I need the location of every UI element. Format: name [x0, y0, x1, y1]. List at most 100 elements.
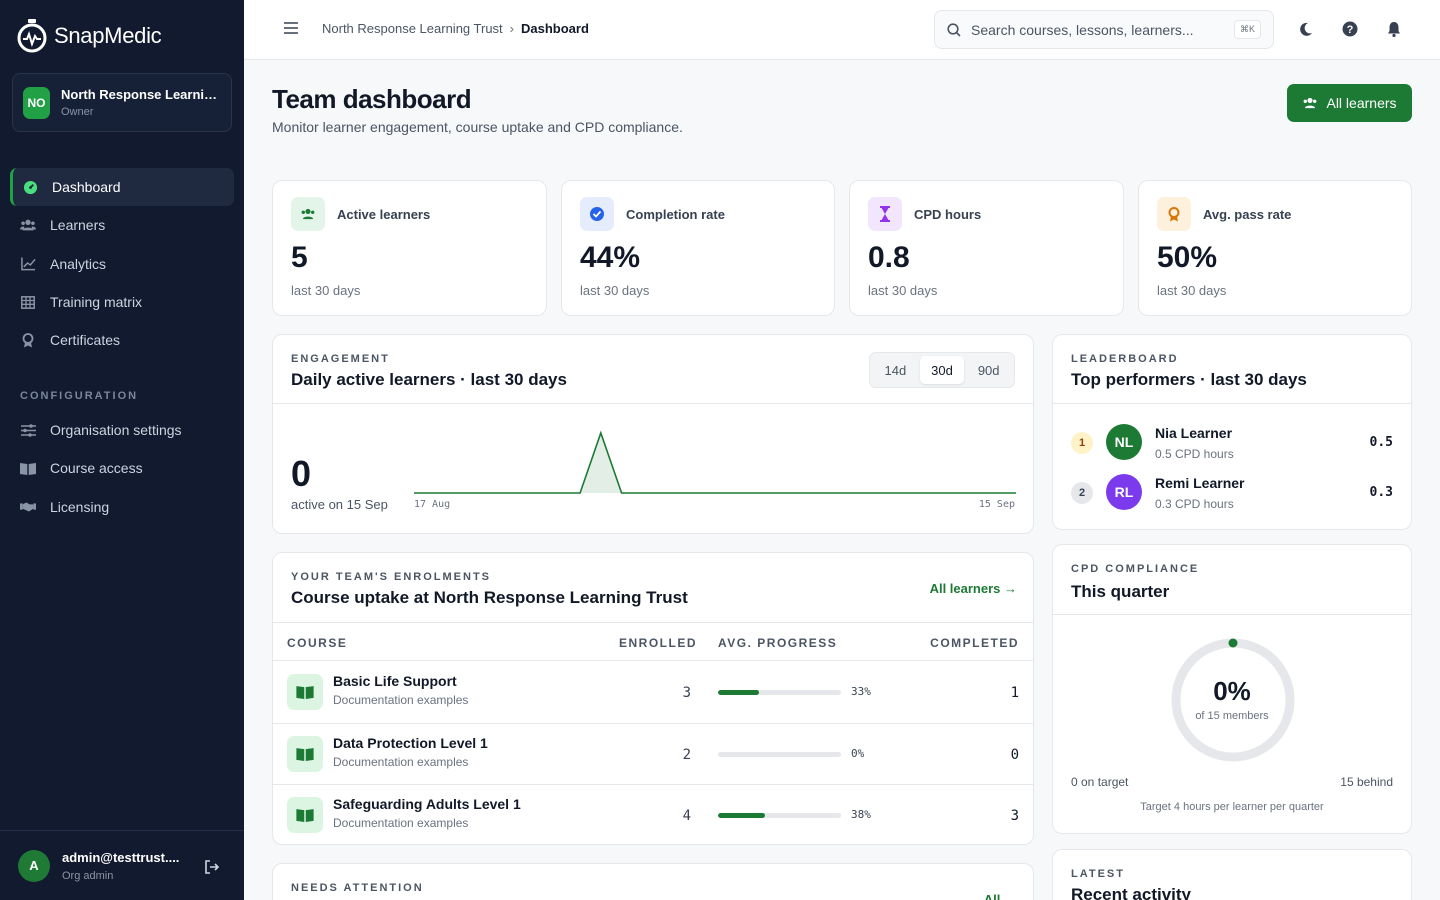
course-name: Data Protection Level 1	[333, 735, 488, 751]
leaderboard-title: Top performers · last 30 days	[1071, 370, 1307, 389]
stat-card-active-learners: Active learners 5 last 30 days	[272, 180, 547, 316]
compliance-note: Target 4 hours per learner per quarter	[1140, 801, 1324, 813]
table-row[interactable]: Data Protection Level 1 Documentation ex…	[273, 723, 1033, 785]
course-category: Documentation examples	[333, 816, 469, 830]
table-divider	[273, 660, 1033, 661]
sidebar-item-learners[interactable]: Learners	[10, 206, 234, 244]
sidebar: SnapMedic NO North Response Learning Tru…	[0, 0, 244, 900]
sidebar-item-label: Course access	[50, 460, 143, 476]
course-name: Safeguarding Adults Level 1	[333, 796, 521, 812]
completed-count: 3	[1010, 808, 1019, 824]
leaderboard-eyebrow: LEADERBOARD	[1071, 353, 1179, 365]
column-header-course[interactable]: COURSE	[287, 636, 348, 650]
sidebar-item-label: Certificates	[50, 332, 121, 348]
on-target-count: 0 on target	[1071, 775, 1129, 789]
column-header-completed[interactable]: COMPLETED	[930, 636, 1019, 650]
book-icon	[287, 797, 323, 833]
course-category: Documentation examples	[333, 755, 469, 769]
sidebar-item-certificates[interactable]: Certificates	[10, 321, 234, 359]
search-box[interactable]: ⌘K	[934, 10, 1274, 49]
progress-percent: 38%	[851, 808, 871, 821]
bell-icon[interactable]	[1385, 20, 1403, 38]
app-name: SnapMedic	[54, 23, 162, 48]
all-learners-button[interactable]: All learners	[1287, 84, 1412, 122]
stat-label: Active learners	[337, 207, 431, 222]
user-menu[interactable]: A admin@testtrust.... Org admin	[0, 830, 244, 900]
table-row[interactable]: Basic Life Support Documentation example…	[273, 661, 1033, 723]
engagement-card: ENGAGEMENT Daily active learners · last …	[272, 334, 1034, 534]
sidebar-item-analytics[interactable]: Analytics	[10, 245, 234, 283]
enrolments-card: YOUR TEAM'S ENROLMENTS Course uptake at …	[272, 552, 1034, 845]
stat-period: last 30 days	[1157, 283, 1227, 298]
card-divider	[273, 622, 1033, 623]
org-role: Owner	[61, 106, 94, 118]
svg-text:?: ?	[1347, 24, 1354, 36]
sidebar-item-dashboard[interactable]: Dashboard	[10, 168, 234, 206]
help-icon[interactable]: ?	[1341, 20, 1359, 38]
menu-icon[interactable]	[284, 22, 298, 34]
behind-count: 15 behind	[1340, 775, 1393, 789]
search-icon	[947, 22, 961, 37]
user-email: admin@testtrust....	[62, 849, 180, 865]
row-divider	[273, 784, 1033, 785]
progress-bar	[718, 752, 841, 757]
sidebar-item-course-access[interactable]: Course access	[10, 449, 234, 487]
app-logo[interactable]: SnapMedic	[16, 18, 162, 54]
progress-bar	[718, 813, 841, 818]
user-avatar: A	[18, 849, 50, 882]
stat-card-cpd-hours: CPD hours 0.8 last 30 days	[849, 180, 1124, 316]
stat-label: Avg. pass rate	[1203, 207, 1292, 222]
org-switcher[interactable]: NO North Response Learning Trust Owner	[12, 73, 232, 132]
chart-line-icon	[20, 256, 36, 272]
moon-icon[interactable]	[1297, 20, 1315, 38]
handshake-icon	[20, 499, 36, 515]
completed-count: 1	[1010, 685, 1019, 701]
users-icon	[291, 197, 325, 231]
attention-all-link[interactable]: All →	[983, 892, 1017, 900]
leaderboard-row[interactable]: 2 RL Remi Learner 0.3 CPD hours 0.3	[1071, 472, 1393, 512]
rank-badge: 1	[1071, 432, 1093, 454]
breadcrumb-org[interactable]: North Response Learning Trust	[322, 21, 503, 36]
sidebar-item-training-matrix[interactable]: Training matrix	[10, 283, 234, 321]
course-category: Documentation examples	[333, 693, 469, 707]
book-icon	[287, 674, 323, 710]
sliders-icon	[20, 422, 36, 438]
chart-area-fill	[414, 433, 1016, 493]
column-header-progress[interactable]: AVG. PROGRESS	[718, 636, 838, 650]
sidebar-item-label: Dashboard	[52, 179, 121, 195]
chevron-right-icon: ›	[509, 21, 514, 36]
org-avatar: NO	[23, 86, 50, 119]
sidebar-item-label: Analytics	[50, 256, 107, 272]
leaderboard-card: LEADERBOARD Top performers · last 30 day…	[1052, 334, 1412, 530]
stat-period: last 30 days	[291, 283, 361, 298]
x-axis-start: 17 Aug	[414, 499, 451, 510]
sidebar-item-licensing[interactable]: Licensing	[10, 488, 234, 526]
range-90d[interactable]: 90d	[977, 362, 1000, 378]
progress-percent: 33%	[851, 685, 871, 698]
chart-series-line	[414, 430, 1016, 494]
sidebar-item-label: Licensing	[50, 499, 110, 515]
stat-period: last 30 days	[580, 283, 650, 298]
user-role: Org admin	[62, 869, 114, 882]
range-30d[interactable]: 30d	[919, 356, 965, 384]
engagement-title: Daily active learners · last 30 days	[291, 370, 567, 389]
book-icon	[20, 460, 36, 476]
leaderboard-row[interactable]: 1 NL Nia Learner 0.5 CPD hours 0.5	[1071, 422, 1393, 462]
engagement-eyebrow: ENGAGEMENT	[291, 353, 390, 365]
avatar: NL	[1106, 424, 1142, 460]
hourglass-icon	[868, 197, 902, 231]
compliance-ring	[1171, 638, 1295, 762]
stat-value: 44%	[580, 241, 641, 274]
engagement-chart	[414, 430, 1016, 494]
search-input[interactable]	[971, 21, 1221, 38]
rank-badge: 2	[1071, 482, 1093, 504]
table-row[interactable]: Safeguarding Adults Level 1 Documentatio…	[273, 784, 1033, 846]
stat-label: Completion rate	[626, 207, 725, 222]
avatar: RL	[1106, 474, 1142, 510]
all-learners-link[interactable]: All learners →	[929, 581, 1017, 596]
breadcrumb: North Response Learning Trust › Dashboar…	[322, 21, 589, 36]
column-header-enrolled[interactable]: ENROLLED	[619, 636, 697, 650]
logout-icon[interactable]	[204, 859, 220, 875]
range-14d[interactable]: 14d	[884, 362, 907, 378]
sidebar-item-organisation-settings[interactable]: Organisation settings	[10, 411, 234, 449]
